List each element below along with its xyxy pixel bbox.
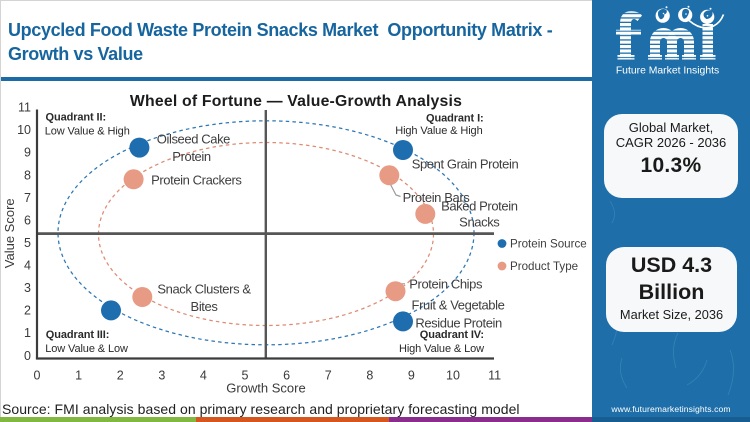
svg-text:11: 11 xyxy=(488,369,501,383)
svg-text:Quadrant III:: Quadrant III: xyxy=(46,329,109,341)
svg-text:Snacks: Snacks xyxy=(459,215,500,230)
svg-text:Snack Clusters &: Snack Clusters & xyxy=(157,281,251,296)
svg-text:Quadrant IV:: Quadrant IV: xyxy=(420,329,484,341)
svg-text:5: 5 xyxy=(24,236,31,250)
svg-text:0: 0 xyxy=(34,369,41,383)
svg-text:Wheel of Fortune — Value-Growt: Wheel of Fortune — Value-Growth Analysis xyxy=(130,93,462,110)
svg-text:Oilseed Cake: Oilseed Cake xyxy=(157,132,230,147)
svg-text:Future Market Insights: Future Market Insights xyxy=(616,65,719,76)
svg-text:Quadrant II:: Quadrant II: xyxy=(46,112,107,124)
svg-text:Growth Score: Growth Score xyxy=(226,381,305,396)
svg-text:1: 1 xyxy=(24,326,31,340)
svg-text:2: 2 xyxy=(117,369,124,383)
svg-text:7: 7 xyxy=(325,369,332,383)
svg-text:10: 10 xyxy=(446,369,460,383)
svg-text:Protein Crackers: Protein Crackers xyxy=(151,173,242,188)
svg-text:3: 3 xyxy=(24,281,31,295)
svg-text:Product Type: Product Type xyxy=(510,260,578,273)
svg-text:Fruit & Vegetable: Fruit & Vegetable xyxy=(412,298,505,313)
svg-text:Quadrant I:: Quadrant I: xyxy=(426,113,484,125)
svg-text:11: 11 xyxy=(18,101,31,115)
svg-text:High Value & Low: High Value & Low xyxy=(399,343,484,355)
svg-text:7: 7 xyxy=(24,191,31,205)
svg-text:High Value & High: High Value & High xyxy=(395,125,482,137)
svg-text:0: 0 xyxy=(24,349,31,363)
svg-text:3: 3 xyxy=(158,369,165,383)
svg-text:6: 6 xyxy=(24,213,31,227)
svg-text:4: 4 xyxy=(24,259,31,273)
svg-text:10: 10 xyxy=(17,123,31,137)
svg-text:Protein Source: Protein Source xyxy=(510,238,587,251)
svg-text:2: 2 xyxy=(24,304,31,318)
svg-text:Baked Protein: Baked Protein xyxy=(441,198,518,213)
svg-text:Value Score: Value Score xyxy=(2,198,17,268)
svg-text:Low Value & High: Low Value & High xyxy=(45,126,130,138)
svg-text:Residue Protein: Residue Protein xyxy=(415,315,502,330)
svg-text:5: 5 xyxy=(242,369,249,383)
svg-text:9: 9 xyxy=(24,146,31,160)
svg-text:1: 1 xyxy=(75,369,82,383)
svg-text:Bites: Bites xyxy=(191,299,219,314)
svg-text:Protein: Protein xyxy=(172,149,211,164)
svg-text:6: 6 xyxy=(283,369,290,383)
svg-text:8: 8 xyxy=(24,168,31,182)
svg-text:4: 4 xyxy=(200,369,207,383)
svg-text:Low Value & Low: Low Value & Low xyxy=(45,343,128,355)
svg-text:9: 9 xyxy=(408,369,415,383)
svg-text:Protein Bars: Protein Bars xyxy=(403,190,471,205)
svg-text:Spent Grain Protein: Spent Grain Protein xyxy=(412,156,519,171)
svg-text:8: 8 xyxy=(366,369,373,383)
svg-text:Protein Chips: Protein Chips xyxy=(409,276,483,291)
